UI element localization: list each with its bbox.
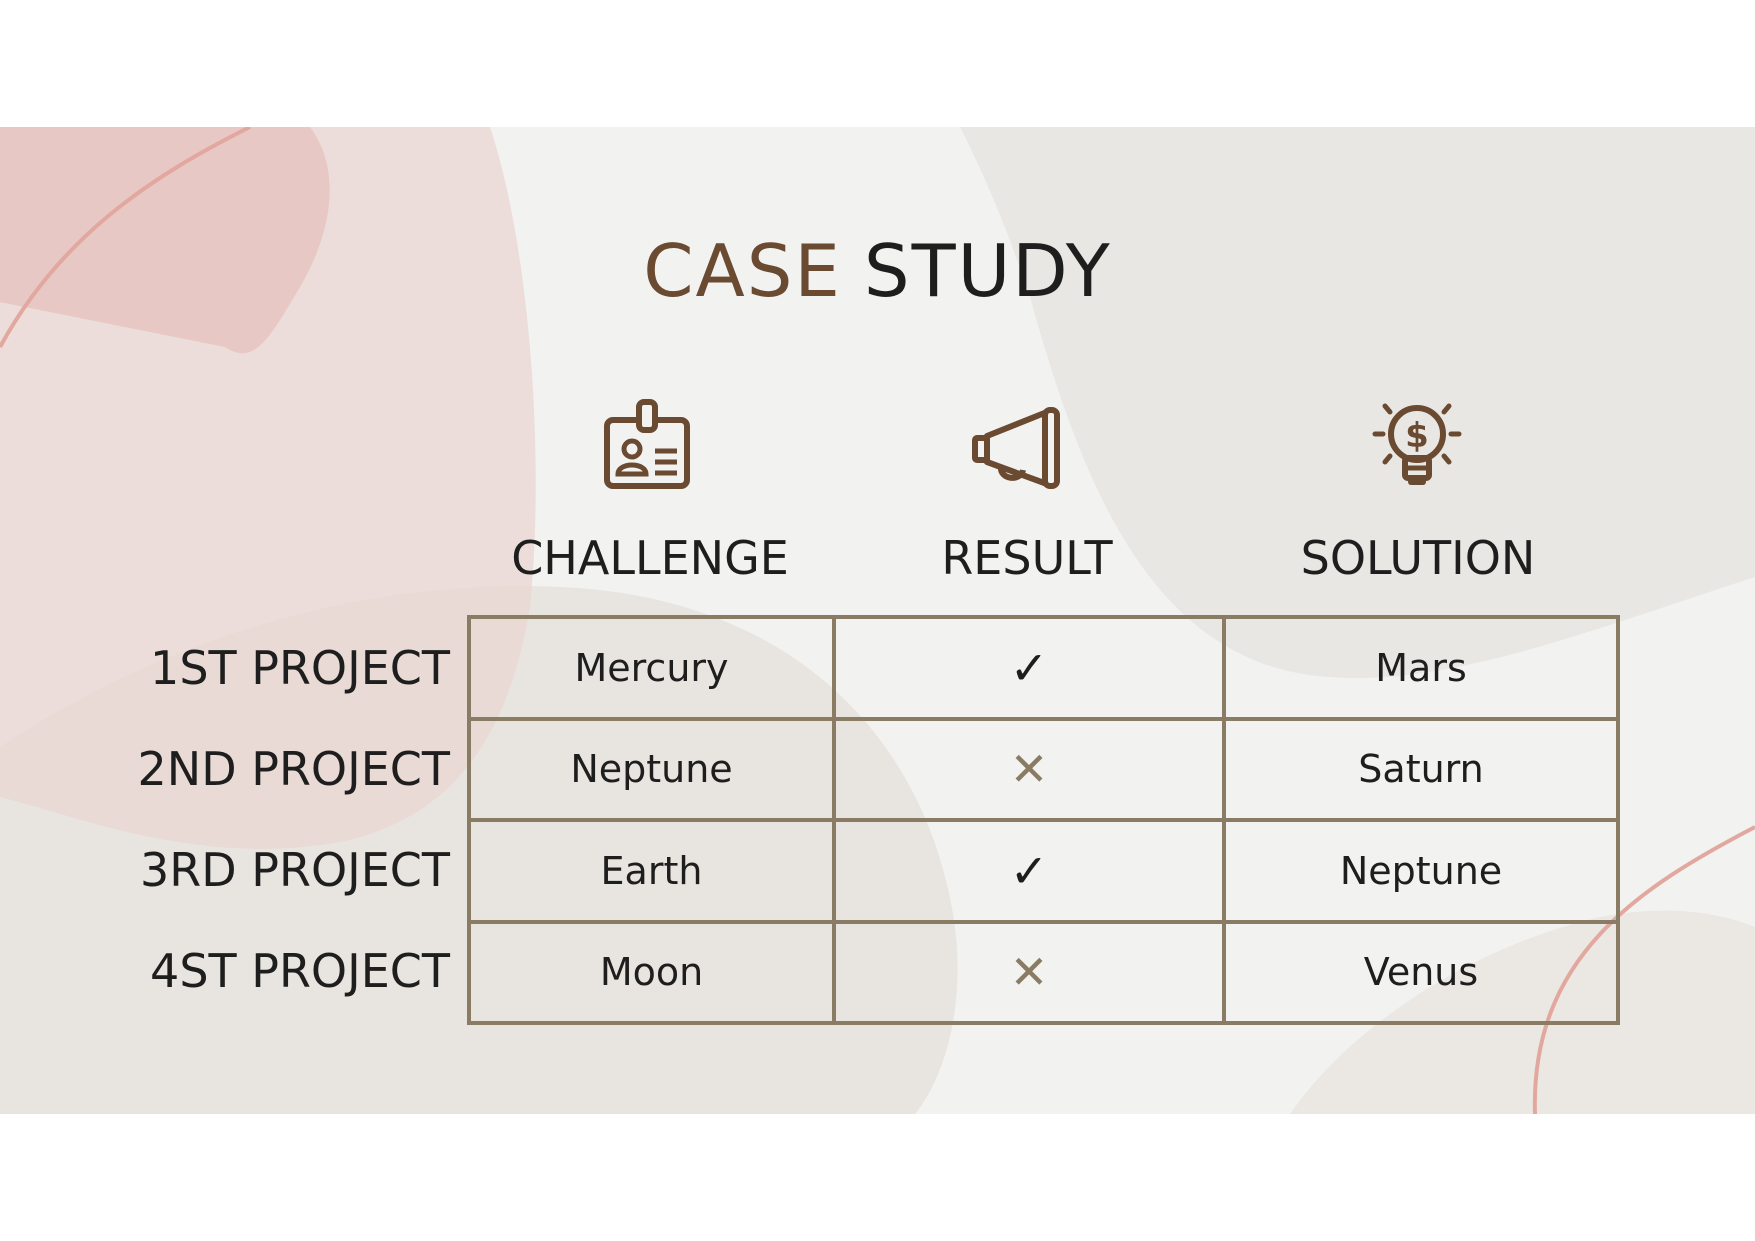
check-mark-icon: ✓ [1009, 640, 1049, 695]
page-title: CASE STUDY [0, 235, 1755, 307]
slide: CASE STUDY $ [0, 127, 1755, 1114]
title-part-1: CASE [643, 229, 842, 313]
challenge-cell: Earth [467, 818, 836, 924]
column-header-result: RESULT [941, 531, 1113, 585]
row-label-3: 3RD PROJECT [139, 843, 450, 897]
row-label-1: 1ST PROJECT [150, 641, 450, 695]
beige-blob-right [960, 127, 1755, 679]
table-row: Moon ✕ Venus [467, 919, 1620, 1025]
row-label-4: 4ST PROJECT [150, 944, 450, 998]
solution-cell: Venus [1222, 919, 1620, 1025]
result-cell: ✓ [832, 615, 1226, 721]
table-row: Earth ✓ Neptune [467, 818, 1620, 924]
solution-cell: Neptune [1222, 818, 1620, 924]
title-part-2: STUDY [863, 229, 1112, 313]
solution-cell: Saturn [1222, 716, 1620, 822]
result-cell: ✓ [832, 818, 1226, 924]
megaphone-icon [969, 396, 1065, 492]
svg-text:$: $ [1405, 416, 1429, 456]
cross-mark-icon: ✕ [1009, 742, 1049, 797]
lightbulb-dollar-icon: $ [1369, 396, 1465, 492]
result-cell: ✕ [832, 716, 1226, 822]
pink-blob-top [0, 127, 330, 354]
id-badge-icon [599, 396, 695, 492]
pink-curve-top [0, 127, 251, 348]
challenge-cell: Neptune [467, 716, 836, 822]
column-header-challenge: CHALLENGE [511, 531, 789, 585]
row-label-2: 2ND PROJECT [137, 742, 450, 796]
challenge-cell: Moon [467, 919, 836, 1025]
case-study-table: Mercury ✓ Mars Neptune ✕ Saturn Earth ✓ … [467, 615, 1620, 1025]
table-row: Neptune ✕ Saturn [467, 716, 1620, 822]
check-mark-icon: ✓ [1009, 843, 1049, 898]
result-cell: ✕ [832, 919, 1226, 1025]
challenge-cell: Mercury [467, 615, 836, 721]
table-row: Mercury ✓ Mars [467, 615, 1620, 721]
column-header-solution: SOLUTION [1300, 531, 1536, 585]
cross-mark-icon: ✕ [1009, 945, 1049, 1000]
solution-cell: Mars [1222, 615, 1620, 721]
